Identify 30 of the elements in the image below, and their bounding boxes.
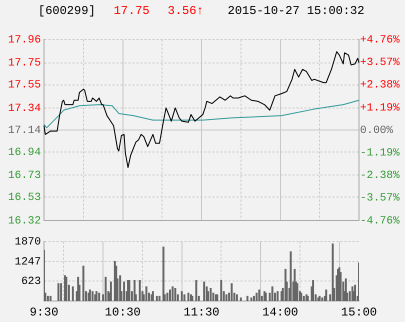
y2-tick-label: -1.19%: [360, 148, 400, 160]
text: 17.75: [114, 4, 150, 18]
x-tick-label: 15:00: [340, 305, 378, 320]
y-tick-label: 17.55: [8, 80, 41, 92]
y2-tick-label: 0.00%: [360, 124, 394, 137]
y-tick-label: 1870: [14, 236, 41, 249]
y-tick-label: 16.53: [8, 192, 41, 204]
y-tick-label: 17.34: [8, 102, 42, 115]
y2-tick-label: -3.57%: [360, 192, 400, 205]
y2-tick-label: +2.38%: [360, 80, 400, 92]
x-tick-label: 14:00: [262, 305, 298, 320]
x-tick-label: 10:30: [104, 305, 141, 320]
y-tick-label: 17.75: [8, 58, 41, 70]
y2-tick-label: +3.57%: [360, 57, 400, 70]
y-tick-label: 623: [21, 276, 41, 288]
y-tick-label: 16.73: [8, 170, 41, 182]
x-tick-label: 9:30: [30, 305, 58, 320]
y2-tick-label: +4.76%: [360, 34, 400, 47]
x-tick-label: 11:30: [183, 305, 220, 320]
y2-tick-label: -2.38%: [360, 170, 400, 182]
y2-tick-label: -4.76%: [360, 215, 400, 228]
text: 2015-10-27 15:00:32: [228, 4, 364, 18]
y2-tick-label: +1.19%: [360, 102, 400, 114]
y-tick-label: 1247: [14, 256, 41, 268]
y-tick-label: 16.32: [8, 215, 41, 228]
text: 3.56↑: [168, 4, 204, 18]
y-tick-label: 17.96: [8, 34, 41, 47]
y-tick-label: 16.94: [8, 146, 42, 159]
y-tick-label: 17.14: [8, 124, 42, 137]
chart-title: [600299]: [38, 4, 96, 18]
